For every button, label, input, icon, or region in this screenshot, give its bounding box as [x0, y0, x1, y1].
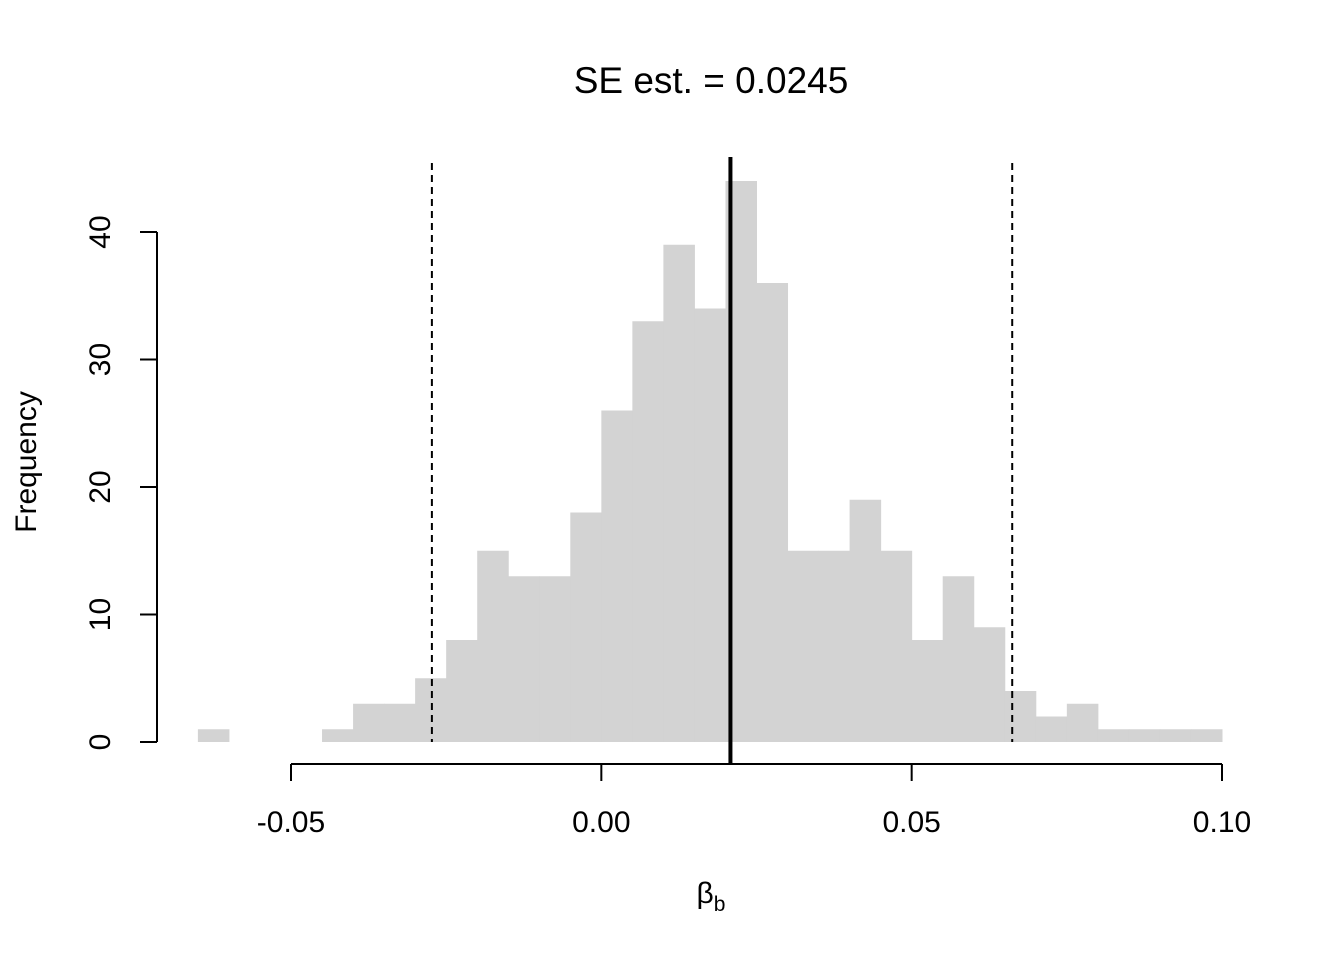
x-tick-label: 0.05 [882, 806, 940, 839]
chart-title: SE est. = 0.0245 [574, 60, 849, 101]
y-tick-label: 30 [84, 343, 117, 376]
histogram-bar [632, 321, 664, 742]
y-axis-title: Frequency [10, 391, 43, 533]
x-axis-title: βb [697, 877, 726, 916]
histogram-bar [1004, 691, 1037, 742]
x-axis-title-symbol: β [697, 877, 714, 910]
y-tick-label: 40 [84, 215, 117, 248]
histogram-bar [197, 729, 230, 742]
histogram-bar [942, 576, 975, 742]
histogram-bar [1035, 716, 1068, 742]
y-tick-label: 10 [84, 598, 117, 631]
histogram-bar [601, 410, 633, 742]
histogram-bar [539, 576, 571, 742]
histogram-bar [787, 550, 820, 742]
histogram-bar [384, 703, 416, 742]
histogram-bar [911, 640, 944, 742]
histogram-bar [818, 550, 851, 742]
histogram-bar [322, 729, 354, 742]
histogram-bar [1066, 703, 1099, 742]
histogram-bar [446, 640, 478, 742]
histogram-bar [508, 576, 540, 742]
x-axis-title-subscript: b [714, 893, 726, 916]
histogram-bar [694, 308, 726, 742]
x-axis: -0.05 0.00 0.05 0.10 [257, 763, 1251, 839]
histogram-bar [880, 550, 913, 742]
histogram-bar [570, 512, 602, 742]
histogram-bar [1128, 729, 1161, 742]
histogram-bar [756, 283, 789, 742]
histogram-bar [1097, 729, 1130, 742]
histogram-bar [973, 627, 1006, 742]
histogram-bar [1159, 729, 1192, 742]
histogram-bar [477, 550, 509, 742]
histogram-bar [849, 499, 882, 742]
histogram-bar [353, 703, 385, 742]
bars-group [197, 181, 1223, 742]
x-tick-label: 0.10 [1193, 806, 1251, 839]
y-tick-label: 20 [84, 470, 117, 503]
x-tick-label: -0.05 [257, 806, 325, 839]
x-tick-label: 0.00 [572, 806, 630, 839]
reference-lines-group [430, 157, 1014, 764]
y-tick-label: 0 [84, 734, 117, 751]
y-axis: 0 10 20 30 40 [84, 215, 158, 751]
histogram-bar [663, 244, 695, 742]
histogram-bar [1190, 729, 1223, 742]
